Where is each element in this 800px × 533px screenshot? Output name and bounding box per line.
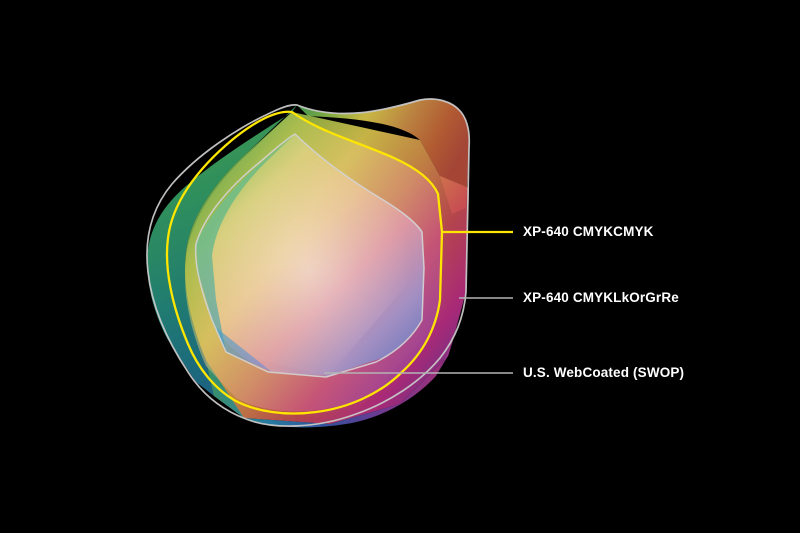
- gamut-inner-swop: [194, 133, 425, 378]
- outer-left-face: [147, 105, 297, 396]
- legend-label-cmykcmyk: XP-640 CMYKCMYK: [523, 224, 654, 239]
- legend-label-cmyklkorgrre: XP-640 CMYKLkOrGrRe: [523, 290, 679, 305]
- legend-leader-lines: [324, 230, 513, 374]
- outer-gamut-outline: [146, 98, 471, 427]
- outer-upper-right-face: [297, 99, 470, 214]
- inner-gamut-outline: [194, 133, 425, 378]
- inner-highlight: [196, 134, 422, 376]
- inner-bottom-face: [214, 326, 400, 376]
- legend-label-swop: U.S. WebCoated (SWOP): [523, 365, 685, 380]
- middle-gamut-outline: [165, 110, 444, 415]
- inner-left-face: [196, 134, 295, 352]
